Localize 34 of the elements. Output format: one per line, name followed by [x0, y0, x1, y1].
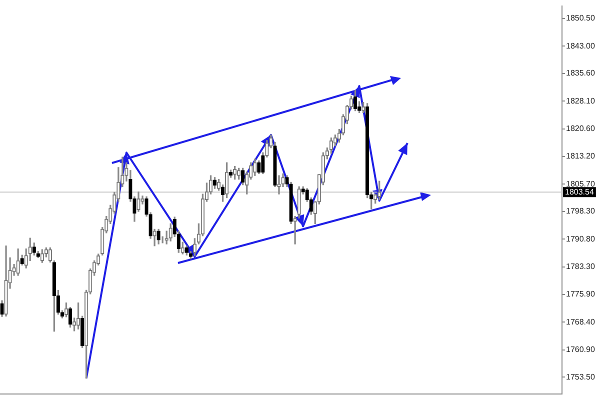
candlestick — [297, 186, 301, 218]
candlestick — [353, 90, 358, 112]
y-tick-label: 1753.50 — [566, 372, 596, 382]
candlestick — [24, 248, 28, 268]
candlestick — [0, 300, 4, 317]
candlestick — [136, 192, 140, 212]
candlestick — [32, 242, 36, 256]
candlestick — [224, 162, 229, 198]
candlestick — [156, 228, 160, 244]
y-tick-label: 1835.60 — [566, 68, 596, 78]
candlestick — [4, 246, 8, 316]
candlestick — [237, 168, 241, 180]
candlestick — [361, 102, 366, 114]
y-tick-label: 1828.10 — [566, 96, 596, 106]
y-tick-label: 1768.40 — [566, 317, 596, 326]
candlestick — [152, 228, 156, 246]
ref-line-label: 1803.54 — [565, 187, 594, 196]
y-tick-label: 1798.30 — [566, 206, 596, 216]
candlestick — [52, 260, 56, 332]
y-tick-label: 1805.70 — [566, 179, 596, 188]
y-tick-label: 1813.20 — [566, 152, 596, 161]
y-tick-label: 1790.80 — [566, 234, 596, 244]
candlestick — [233, 166, 237, 180]
candlestick — [293, 216, 297, 244]
y-tick-label: 1820.60 — [566, 124, 596, 134]
y-tick-label: 1775.90 — [566, 290, 596, 299]
candlestick — [184, 246, 188, 256]
candlestick — [212, 177, 217, 189]
candlestick — [16, 248, 20, 276]
y-tick-label: 1850.50 — [566, 14, 596, 23]
y-tick-label: 1843.00 — [566, 41, 596, 50]
y-tick-label: 1783.30 — [566, 262, 596, 272]
y-tick-label: 1760.90 — [566, 345, 596, 354]
candlestick — [64, 302, 68, 318]
